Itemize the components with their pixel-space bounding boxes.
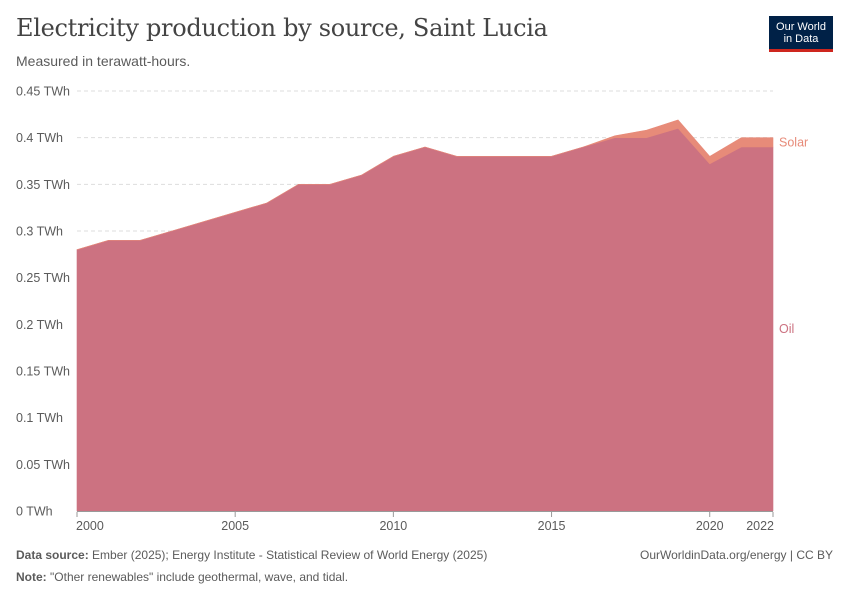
- y-tick-label: 0.35 TWh: [16, 178, 70, 192]
- logo-line-1: Our World: [776, 21, 826, 33]
- chart-subtitle: Measured in terawatt-hours.: [16, 53, 191, 69]
- stacked-areas: [76, 119, 774, 512]
- series-label-oil: Oil: [779, 322, 794, 336]
- chart-title: Electricity production by source, Saint …: [16, 14, 548, 42]
- x-tick-label: 2005: [221, 519, 249, 533]
- y-tick-label: 0.15 TWh: [16, 365, 70, 379]
- area-oil: [76, 128, 774, 512]
- area-solar: [76, 119, 774, 250]
- chart-note: Note: "Other renewables" include geother…: [16, 570, 348, 584]
- series-labels: Oil Solar: [779, 135, 808, 336]
- credit-link[interactable]: OurWorldinData.org/energy | CC BY: [640, 548, 833, 562]
- x-tick-label: 2000: [76, 519, 104, 533]
- series-label-solar: Solar: [779, 135, 808, 149]
- x-tick-label: 2020: [696, 519, 724, 533]
- y-axis-ticks: 0 TWh 0.05 TWh 0.1 TWh 0.15 TWh 0.2 TWh 0.25 …: [16, 85, 70, 519]
- y-tick-label: 0.4 TWh: [16, 131, 63, 145]
- x-tick-label: 2015: [538, 519, 566, 533]
- y-tick-label: 0.05 TWh: [16, 458, 70, 472]
- note-label: Note:: [16, 570, 47, 584]
- data-source-text: Ember (2025); Energy Institute - Statist…: [92, 548, 488, 562]
- data-source-label: Data source:: [16, 548, 89, 562]
- y-tick-label: 0.2 TWh: [16, 318, 63, 332]
- y-tick-label: 0.3 TWh: [16, 225, 63, 239]
- data-source: Data source: Ember (2025); Energy Instit…: [16, 548, 487, 562]
- area-chart: 0 TWh 0.05 TWh 0.1 TWh 0.15 TWh 0.2 TWh 0.25 …: [16, 85, 808, 534]
- y-tick-label: 0 TWh: [16, 505, 53, 519]
- y-tick-label: 0.25 TWh: [16, 271, 70, 285]
- y-tick-label: 0.1 TWh: [16, 411, 63, 425]
- x-tick-label: 2010: [379, 519, 407, 533]
- x-axis-ticks: 2000 2005 2010 2015 2020 2022: [76, 512, 774, 533]
- x-tick-label: 2022: [746, 519, 774, 533]
- note-text: "Other renewables" include geothermal, w…: [50, 570, 349, 584]
- logo-line-2: in Data: [783, 33, 819, 45]
- owid-logo[interactable]: Our World in Data: [769, 16, 833, 52]
- y-tick-label: 0.45 TWh: [16, 85, 70, 99]
